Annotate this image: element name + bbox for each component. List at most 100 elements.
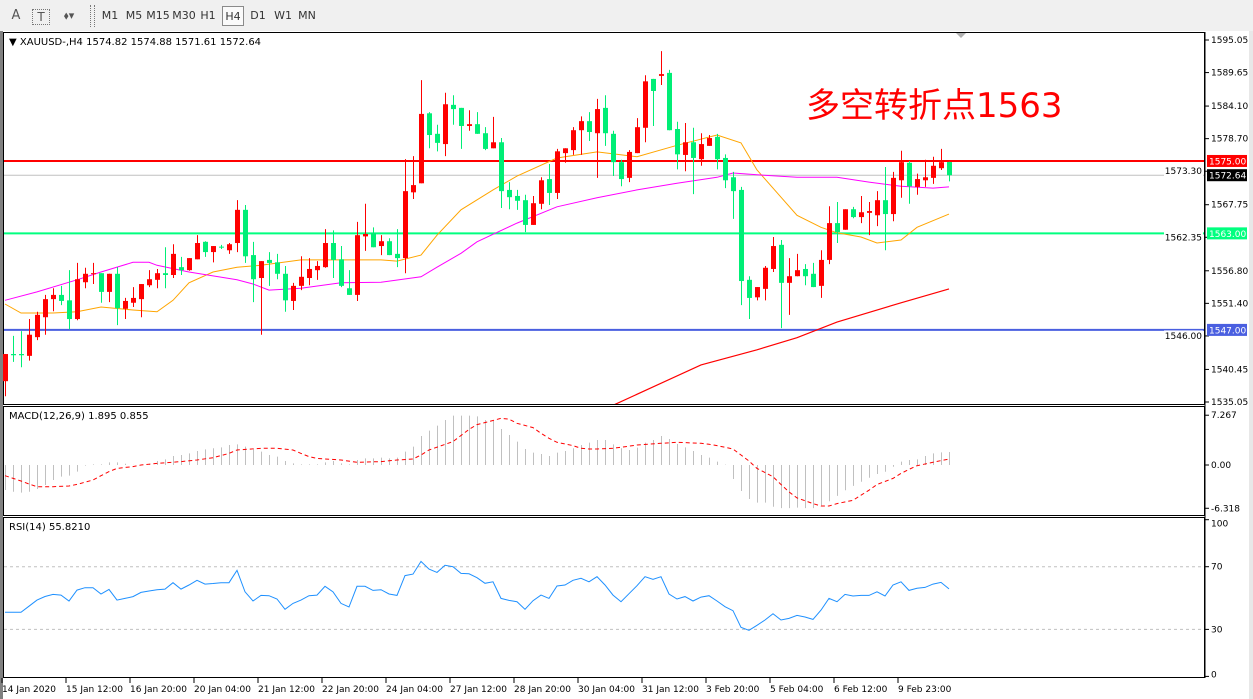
candle — [499, 138, 504, 209]
current-price-label-bg — [1207, 169, 1247, 182]
timeframe-button-d1[interactable]: D1 — [250, 9, 266, 22]
price-tick-label: 1535.05 — [1211, 398, 1248, 408]
candle-body — [307, 268, 312, 279]
rsi-tick-label: 100 — [1211, 520, 1228, 530]
candle-body — [91, 273, 96, 275]
price-tick-label: 1546.00 — [1165, 332, 1202, 342]
candle — [403, 159, 408, 274]
candle-body — [147, 279, 152, 286]
moving-average-slow — [614, 288, 950, 404]
toolbar: A T ⬧▾ M1 M5 M15 M30 H1 H4 D1 W1 MN — [0, 0, 1253, 32]
candle-body — [683, 142, 688, 155]
chart-header: ▼ XAUUSD-,H4 1574.82 1574.88 1571.61 157… — [9, 37, 261, 48]
candle — [387, 238, 392, 256]
candle — [683, 122, 688, 172]
candle — [371, 227, 376, 248]
candle — [835, 201, 840, 244]
candle — [659, 51, 664, 85]
candle — [795, 253, 800, 277]
candle-body — [755, 287, 760, 298]
candle — [611, 130, 616, 177]
chart-window[interactable] — [0, 31, 1253, 699]
text-icon[interactable]: A — [11, 8, 21, 23]
candle-body — [219, 246, 224, 248]
candle — [227, 243, 232, 254]
candle — [587, 112, 592, 142]
candle-body — [859, 212, 864, 218]
candle — [603, 95, 608, 146]
candle-body — [811, 273, 816, 288]
candle — [115, 267, 120, 326]
candle-body — [651, 78, 656, 91]
candle-body — [747, 279, 752, 298]
candle-body — [715, 136, 720, 160]
time-tick-label: 14 Jan 2020 — [2, 685, 56, 695]
candle — [731, 171, 736, 219]
candle-body — [891, 177, 896, 215]
candle-body — [699, 144, 704, 160]
candle-body — [947, 162, 952, 176]
candle — [275, 253, 280, 280]
candle-body — [235, 209, 240, 244]
candle — [899, 150, 904, 198]
candle-body — [115, 273, 120, 309]
text-label-icon[interactable]: T — [32, 9, 50, 25]
candle — [843, 209, 848, 230]
timeframe-button-m5[interactable]: M5 — [125, 9, 143, 22]
timeframe-button-h4[interactable]: H4 — [222, 6, 244, 26]
candle — [947, 161, 952, 182]
timeframe-button-mn[interactable]: MN — [298, 9, 316, 22]
candle-body — [435, 133, 440, 143]
candle-body — [523, 200, 528, 225]
candle-body — [595, 109, 600, 134]
candle-body — [211, 246, 216, 253]
time-tick-label: 5 Feb 04:00 — [770, 685, 824, 695]
timeframe-button-m1[interactable]: M1 — [101, 9, 119, 22]
timeframe-button-m15[interactable]: M15 — [146, 9, 170, 22]
candle-body — [427, 113, 432, 136]
candle-body — [171, 253, 176, 275]
rsi-tick-label: 0 — [1211, 670, 1217, 680]
candle-body — [763, 267, 768, 289]
collapse-triangle-icon[interactable]: ▼ — [9, 37, 20, 48]
level-price-label: 1563.00 — [1209, 230, 1246, 240]
candle-body — [739, 189, 744, 282]
candle — [891, 171, 896, 222]
candle-body — [867, 211, 872, 213]
candle-body — [835, 223, 840, 233]
candle-body — [603, 107, 608, 134]
candle — [219, 244, 224, 250]
toolbar-grip[interactable] — [90, 5, 95, 27]
timeframe-button-h1[interactable]: H1 — [200, 9, 216, 22]
candle-body — [875, 200, 880, 216]
candle-body — [259, 261, 264, 279]
window-left-border — [0, 31, 3, 699]
timeframe-button-m30[interactable]: M30 — [172, 9, 196, 22]
level-price-label: 1547.00 — [1209, 326, 1246, 336]
arrows-dropdown-icon[interactable]: ⬧▾ — [63, 9, 75, 22]
candle-body — [443, 104, 448, 145]
candle-body — [723, 157, 728, 181]
candle-body — [563, 148, 568, 154]
candle — [259, 261, 264, 335]
candle-body — [931, 165, 936, 178]
candle-body — [419, 113, 424, 184]
chart-shift-marker-icon[interactable] — [956, 33, 966, 38]
candle — [419, 80, 424, 184]
candle — [459, 107, 464, 149]
candle — [515, 189, 520, 210]
candle-body — [187, 258, 192, 271]
candle — [771, 236, 776, 272]
candle-body — [123, 300, 128, 309]
candle — [283, 265, 288, 312]
candle — [531, 195, 536, 225]
candle — [563, 148, 568, 163]
price-tick-label: 1562.35 — [1165, 233, 1202, 243]
candle-body — [579, 121, 584, 131]
timeframe-button-w1[interactable]: W1 — [274, 9, 292, 22]
candle-body — [611, 133, 616, 163]
candle — [11, 335, 16, 362]
candle — [723, 154, 728, 189]
candle-body — [667, 72, 672, 131]
